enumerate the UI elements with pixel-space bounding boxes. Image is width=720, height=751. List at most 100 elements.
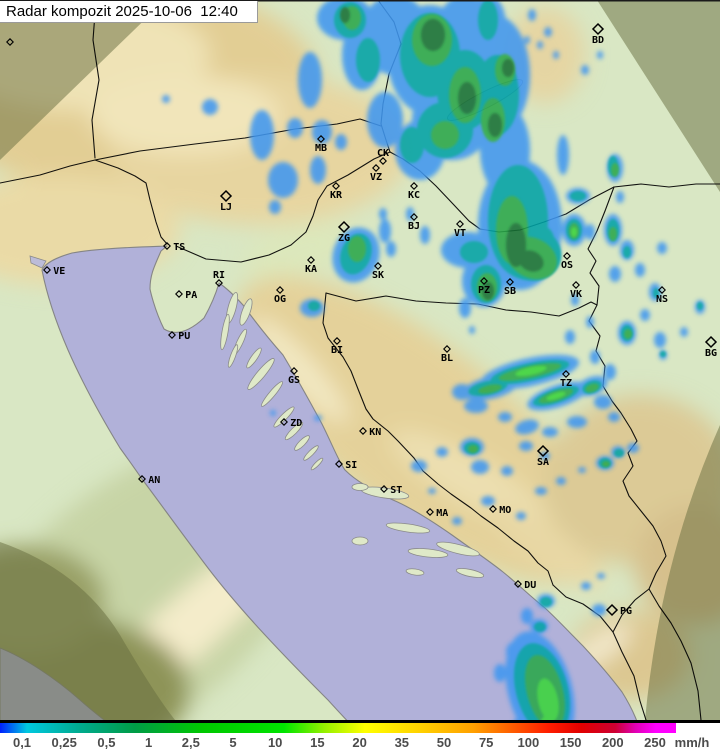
city-label: MB: [315, 143, 327, 154]
city-label: SA: [537, 457, 549, 468]
city-diamond-icon: [374, 262, 382, 270]
precipitation-layer: [162, 0, 705, 720]
city-label: BJ: [408, 221, 420, 232]
city-diamond-icon: [276, 286, 284, 294]
city-marker-tz: TZ: [560, 370, 572, 389]
colorbar-tick-label: 200: [601, 735, 624, 750]
city-marker-ck: CK: [377, 148, 389, 165]
shadow-northeast: [597, 0, 720, 192]
colorbar-tick-label: 250: [644, 735, 666, 750]
city-marker-ri: RI: [213, 270, 225, 287]
border-si-hr: [175, 151, 391, 263]
city-diamond-icon: [138, 475, 146, 483]
venice-lagoon: [29, 255, 47, 269]
city-diamond-icon: [43, 266, 51, 274]
city-marker-og: OG: [274, 286, 286, 305]
city-marker-kn: KN: [359, 427, 381, 438]
colorbar-tick-label: 2,5: [181, 735, 200, 750]
city-diamond-icon: [333, 337, 341, 345]
city-label: PG: [620, 606, 632, 617]
city-label: VT: [454, 228, 466, 239]
city-label: PA: [185, 290, 197, 301]
city-diamond-icon: [410, 182, 418, 190]
border-sava: [325, 292, 598, 317]
city-label: KA: [305, 264, 317, 275]
city-marker-du: DU: [514, 580, 536, 591]
city-diamond-icon: [332, 182, 340, 190]
city-diamond-icon: [215, 279, 223, 287]
city-label: OS: [561, 260, 573, 271]
city-label: BI: [331, 345, 343, 356]
city-diamond-icon: [514, 580, 522, 588]
city-marker-kr: KR: [330, 182, 343, 201]
city-label: GS: [288, 375, 300, 386]
city-marker-pu: PU: [168, 331, 190, 342]
city-marker-vz: VZ: [370, 164, 382, 183]
city-diamond-icon: [290, 367, 298, 375]
city-marker-si: SI: [335, 460, 357, 471]
map-top-border: [0, 0, 720, 2]
city-label: TZ: [560, 378, 572, 389]
colorbar-tick-label: 0,5: [97, 735, 116, 750]
border-ba-me: [612, 588, 650, 633]
colorbar-unit-label: mm/h: [674, 735, 710, 750]
title-bar: Radar kompozit 2025-10-06 12:40: [0, 1, 258, 23]
city-label: CK: [377, 148, 389, 159]
city-label: RI: [213, 270, 225, 281]
city-diamond-icon: [337, 220, 351, 234]
colorbar-tick-label: 15: [310, 735, 325, 750]
city-diamond-icon: [317, 135, 325, 143]
colorbar-labels: 0,1 0,25 0,5 1 2,5 5 10 15 20 35 50 75 100 150 200 250 m…: [0, 735, 720, 751]
shadow-southeast: [645, 425, 720, 720]
city-label: PU: [178, 331, 190, 342]
city-label: ST: [390, 485, 402, 496]
cities-layer: BD MB CK VZ LJ KR KC BJ VT ZG TS KA SK OS VE RI PZ SB OG PA…: [6, 22, 718, 617]
city-marker-pa: PA: [175, 290, 197, 301]
city-label: VZ: [370, 172, 382, 183]
city-diamond-icon: [426, 508, 434, 516]
city-diamond-icon: [410, 213, 418, 221]
colorbar-tick-label: 0,1: [12, 735, 32, 750]
city-diamond-icon: [536, 444, 550, 458]
city-diamond-icon: [572, 281, 580, 289]
city-marker-st: ST: [380, 485, 402, 496]
city-label: KR: [330, 190, 343, 201]
city-label: TS: [173, 242, 185, 253]
city-label: SB: [504, 286, 516, 297]
city-diamond-icon: [605, 603, 619, 617]
city-diamond-icon: [163, 242, 171, 250]
city-diamond-icon: [456, 220, 464, 228]
city-label: VK: [570, 289, 582, 300]
city-label: DU: [524, 580, 536, 591]
city-label: BD: [592, 35, 604, 46]
city-marker-ns: NS: [656, 286, 668, 305]
city-marker-lj: LJ: [219, 189, 233, 213]
city-diamond-icon: [335, 460, 343, 468]
city-label: BL: [441, 353, 453, 364]
city-marker-sa: SA: [536, 444, 550, 468]
city-label: KC: [408, 190, 420, 201]
colorbar-gradient: [0, 723, 676, 733]
city-marker-an: AN: [138, 475, 160, 486]
colorbar-tick-label: 75: [478, 735, 494, 750]
colorbar-tick-label: 0,25: [51, 735, 77, 750]
city-marker-ma: MA: [426, 508, 448, 519]
city-diamond-icon: [380, 485, 388, 493]
city-marker-zd: ZD: [280, 418, 302, 429]
city-marker-bj: BJ: [408, 213, 420, 232]
city-diamond-icon: [372, 164, 380, 172]
city-label: BG: [705, 348, 717, 359]
city-marker-bi: BI: [331, 337, 343, 356]
city-diamond-icon: [480, 277, 488, 285]
city-diamond-icon: [307, 256, 315, 264]
city-diamond-icon: [562, 370, 570, 378]
colorbar-tick-label: 1: [144, 735, 153, 750]
adriatic-sea: [41, 245, 638, 720]
colorbar-tick-label: 100: [517, 735, 540, 750]
radar-map: BD MB CK VZ LJ KR KC BJ VT ZG TS KA SK OS VE RI PZ SB OG PA…: [0, 0, 720, 720]
city-marker-mb: MB: [315, 135, 327, 154]
city-label: LJ: [220, 202, 232, 213]
city-diamond-icon: [591, 22, 605, 36]
city-label: MO: [499, 505, 511, 516]
